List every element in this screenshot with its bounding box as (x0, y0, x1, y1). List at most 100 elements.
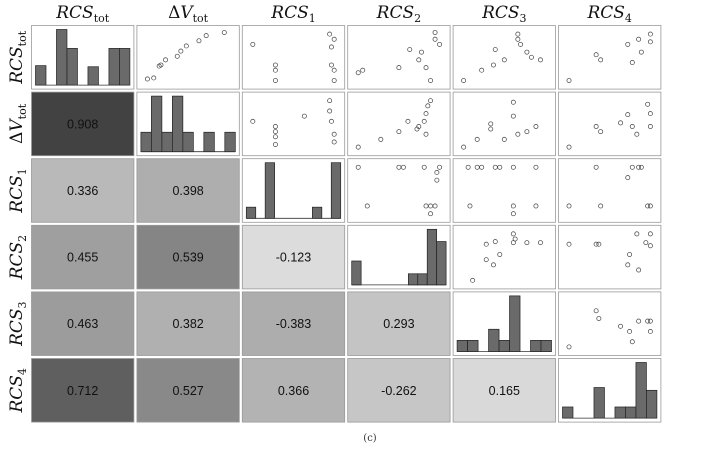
variable-name: RCS (55, 3, 93, 23)
correlation-shade (241, 291, 346, 356)
scatter-point (598, 203, 604, 209)
scatter-point (593, 241, 599, 247)
variable-name: RCS (7, 46, 27, 84)
histogram-bar (87, 66, 99, 86)
correlation-value: 0.539 (172, 251, 203, 265)
variable-subscript: tot (193, 12, 209, 25)
scatter-point (645, 203, 651, 209)
scatter-point (510, 211, 516, 217)
histogram-frame (241, 158, 346, 223)
scatter-cell (452, 158, 556, 223)
scatter-frame (558, 91, 662, 157)
histogram-bar (172, 95, 184, 153)
scatter-point (638, 164, 644, 170)
histogram-bar (108, 48, 120, 86)
variable-name: RCS (7, 175, 27, 213)
correlation-shade (31, 91, 135, 157)
histogram-cell (31, 25, 135, 90)
histogram-bar (540, 340, 552, 352)
histogram-bar (436, 241, 447, 286)
scatter-point (598, 129, 604, 135)
scatter-point (647, 203, 653, 209)
correlation-cell: 0.527 (136, 358, 240, 423)
scatter-point (178, 48, 184, 54)
correlation-shade (31, 291, 135, 356)
histogram-bar (56, 29, 68, 86)
histogram-bar (426, 228, 438, 286)
scatter-point (647, 111, 653, 117)
histogram-cell (347, 224, 451, 290)
correlation-value: -0.262 (381, 384, 416, 398)
scatter-point (538, 57, 543, 63)
scatter-frame (558, 291, 662, 356)
scatter-cell (347, 158, 451, 223)
correlation-shade (241, 224, 346, 290)
histogram-bar (646, 389, 658, 419)
histogram-bar (161, 131, 173, 153)
scatter-point (593, 52, 599, 58)
correlation-cell: 0.455 (31, 224, 135, 290)
variable-name: RCS (7, 375, 27, 413)
scatter-point (421, 118, 427, 124)
correlation-value: -0.123 (276, 251, 311, 265)
scatter-frame (558, 25, 662, 90)
scatter-frame (452, 91, 556, 157)
scatter-point (360, 67, 366, 73)
correlation-value: 0.463 (67, 317, 98, 331)
histogram-cell (241, 158, 346, 223)
histogram-bar (635, 362, 647, 419)
correlation-value: 0.382 (172, 317, 203, 331)
scatter-point (515, 131, 521, 137)
scatter-point (272, 129, 278, 135)
scatter-point (364, 203, 370, 209)
scatter-point (355, 70, 361, 76)
scatter-point (432, 30, 438, 35)
scatter-point (407, 47, 413, 53)
scatter-frame (347, 91, 451, 157)
histogram-bar (467, 340, 479, 352)
scatter-point (416, 57, 422, 63)
scatter-frame (241, 25, 346, 90)
correlation-value: 0.293 (383, 317, 414, 331)
scatter-point (647, 231, 653, 237)
scatter-point (461, 78, 467, 83)
scatter-point (434, 177, 440, 183)
correlation-cell: 0.293 (347, 291, 451, 356)
scatter-point (428, 98, 433, 104)
scatter-frame (452, 158, 556, 223)
scatter-point (163, 57, 168, 63)
scatter-point (331, 67, 337, 73)
variable-name: RCS (7, 242, 27, 280)
row-header-RCS4: RCS4 (7, 368, 29, 413)
scatter-point (647, 39, 653, 45)
histogram-bar (488, 328, 500, 352)
scatter-point (437, 164, 443, 170)
column-header-RCStot: RCStot (55, 3, 109, 25)
histogram-bar (593, 387, 605, 419)
correlation-shade (31, 224, 135, 290)
histogram-bar (498, 340, 510, 352)
histogram-bar (417, 273, 428, 286)
scatter-point (488, 126, 494, 132)
correlation-shade (347, 358, 451, 423)
histogram-bar (509, 295, 521, 352)
scatter-point (512, 236, 518, 242)
row-header-RCS3: RCS3 (7, 301, 29, 346)
scatter-point (510, 203, 516, 209)
scatter-point (618, 323, 623, 329)
variable-subscript: 1 (16, 168, 29, 175)
correlation-cell: -0.383 (241, 291, 346, 356)
column-header-RCS4: RCS4 (586, 3, 631, 25)
scatter-frame (136, 25, 240, 90)
histogram-bar (625, 406, 637, 419)
scatter-point (492, 47, 498, 53)
scatter-point (329, 118, 334, 124)
variable-name: RCS (481, 3, 519, 23)
scatter-point (331, 139, 337, 145)
scatter-point (636, 318, 642, 324)
scatter-cell (241, 91, 346, 157)
variable-name: RCS (376, 3, 414, 23)
scatter-point (423, 65, 429, 71)
histogram-bar (562, 406, 574, 419)
variable-subscript: 3 (16, 301, 29, 308)
